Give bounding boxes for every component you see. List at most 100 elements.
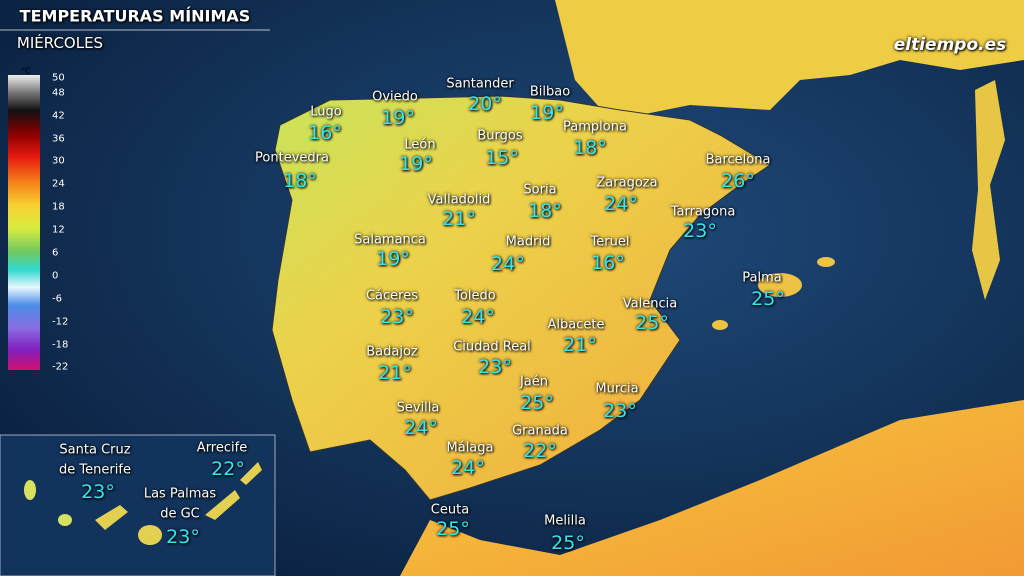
africa bbox=[400, 400, 1024, 576]
city-temp: 24° bbox=[604, 193, 638, 215]
city-temp: 25° bbox=[751, 288, 785, 310]
city-name: Granada bbox=[512, 423, 568, 439]
city-temp: 23° bbox=[81, 481, 115, 503]
city-temp: 19° bbox=[399, 153, 433, 175]
city-name: Burgos bbox=[477, 128, 523, 144]
city-name: de GC bbox=[160, 506, 200, 522]
city-name: Soria bbox=[523, 182, 557, 198]
city-name: Badajoz bbox=[366, 344, 418, 360]
city-name: Zaragoza bbox=[596, 175, 658, 191]
city-temp: 16° bbox=[308, 122, 342, 144]
city-temp: 18° bbox=[573, 137, 607, 159]
legend-label: 0 bbox=[52, 270, 59, 282]
city-name: Arrecife bbox=[196, 440, 248, 456]
city-name: León bbox=[404, 137, 436, 153]
city-name: de Tenerife bbox=[59, 462, 131, 478]
city-temp: 26° bbox=[721, 170, 755, 192]
city-name: Lugo bbox=[310, 104, 342, 120]
city-name: Murcia bbox=[595, 381, 639, 397]
city-name: Cáceres bbox=[365, 288, 419, 304]
city-name: Las Palmas bbox=[143, 486, 217, 502]
city-temp: 21° bbox=[563, 334, 597, 356]
city-temp: 24° bbox=[491, 253, 525, 275]
city-temp: 19° bbox=[376, 248, 410, 270]
city-temp: 18° bbox=[528, 200, 562, 222]
city-name: Santa Cruz bbox=[59, 442, 131, 458]
city-name: Tarragona bbox=[670, 204, 736, 220]
city-name: Barcelona bbox=[705, 152, 771, 168]
city-name: Sevilla bbox=[396, 400, 440, 416]
city-name: Pontevedra bbox=[255, 150, 329, 166]
city-name: Málaga bbox=[446, 440, 494, 456]
legend-label: 6 bbox=[52, 247, 59, 259]
city-name: Bilbao bbox=[529, 84, 571, 100]
subtitle: MIÉRCOLES bbox=[16, 34, 104, 52]
city-name: Toledo bbox=[454, 288, 496, 304]
city-name: Albacete bbox=[547, 317, 605, 333]
legend-label: 30 bbox=[52, 155, 65, 167]
city-temp: 23° bbox=[603, 400, 637, 422]
gran-canaria bbox=[138, 525, 162, 545]
city-name: Teruel bbox=[590, 234, 630, 250]
city-name: Palma bbox=[742, 270, 782, 286]
france bbox=[555, 0, 1024, 115]
corsica-sardinia bbox=[972, 80, 1005, 300]
city-temp: 21° bbox=[378, 362, 412, 384]
legend-label: -12 bbox=[52, 316, 69, 328]
legend-label: 50 bbox=[52, 72, 65, 84]
legend-label: -22 bbox=[52, 361, 69, 373]
city-name: Santander bbox=[446, 76, 514, 92]
city-temp: 19° bbox=[530, 102, 564, 124]
city-temp: 24° bbox=[461, 306, 495, 328]
legend-label: 48 bbox=[52, 87, 65, 99]
city-name: Ciudad Real bbox=[453, 339, 531, 355]
city-temp: 25° bbox=[436, 518, 470, 540]
legend-label: -18 bbox=[52, 339, 69, 351]
la-gomera bbox=[58, 514, 72, 526]
city-name: Ceuta bbox=[430, 502, 470, 518]
city-temp: 24° bbox=[451, 457, 485, 479]
city-temp: 15° bbox=[485, 147, 519, 169]
city-temp: 22° bbox=[211, 458, 245, 480]
lanzarote bbox=[240, 462, 262, 485]
city-name: Valencia bbox=[622, 296, 678, 312]
la-palma bbox=[24, 480, 36, 500]
ibiza bbox=[712, 320, 728, 330]
city-temp: 23° bbox=[166, 526, 200, 548]
city-temp: 25° bbox=[551, 532, 585, 554]
city-temp: 25° bbox=[635, 312, 669, 334]
city-name: Melilla bbox=[544, 513, 586, 529]
city-temp: 24° bbox=[404, 417, 438, 439]
legend-label: 24 bbox=[52, 178, 65, 190]
city-name: Oviedo bbox=[372, 89, 418, 105]
city-temp: 16° bbox=[591, 252, 625, 274]
mallorca bbox=[758, 273, 802, 297]
city-name: Valladolid bbox=[427, 192, 491, 208]
legend-unit: °C bbox=[21, 66, 31, 76]
legend-label: 42 bbox=[52, 110, 65, 122]
city-temp: 19° bbox=[381, 107, 415, 129]
menorca bbox=[817, 257, 835, 267]
tenerife bbox=[95, 505, 128, 530]
city-name: Madrid bbox=[505, 234, 551, 250]
logo: eltiempo.es bbox=[893, 35, 1007, 55]
legend-label: -6 bbox=[52, 293, 62, 305]
title: TEMPERATURAS MÍNIMAS bbox=[19, 6, 251, 26]
legend-label: 12 bbox=[52, 224, 65, 236]
city-name: Jaén bbox=[519, 374, 549, 390]
city-name: Pamplona bbox=[563, 119, 627, 135]
city-temp: 20° bbox=[468, 93, 502, 115]
city-temp: 22° bbox=[523, 440, 557, 462]
city-temp: 23° bbox=[380, 306, 414, 328]
canarias-inset bbox=[0, 434, 276, 576]
legend-label: 36 bbox=[52, 133, 65, 145]
city-temp: 23° bbox=[683, 220, 717, 242]
city-name: Salamanca bbox=[354, 232, 426, 248]
city-temp: 25° bbox=[520, 392, 554, 414]
city-temp: 18° bbox=[283, 170, 317, 192]
iberia bbox=[271, 95, 771, 501]
fuerteventura bbox=[205, 490, 240, 520]
colorbar bbox=[8, 75, 40, 370]
